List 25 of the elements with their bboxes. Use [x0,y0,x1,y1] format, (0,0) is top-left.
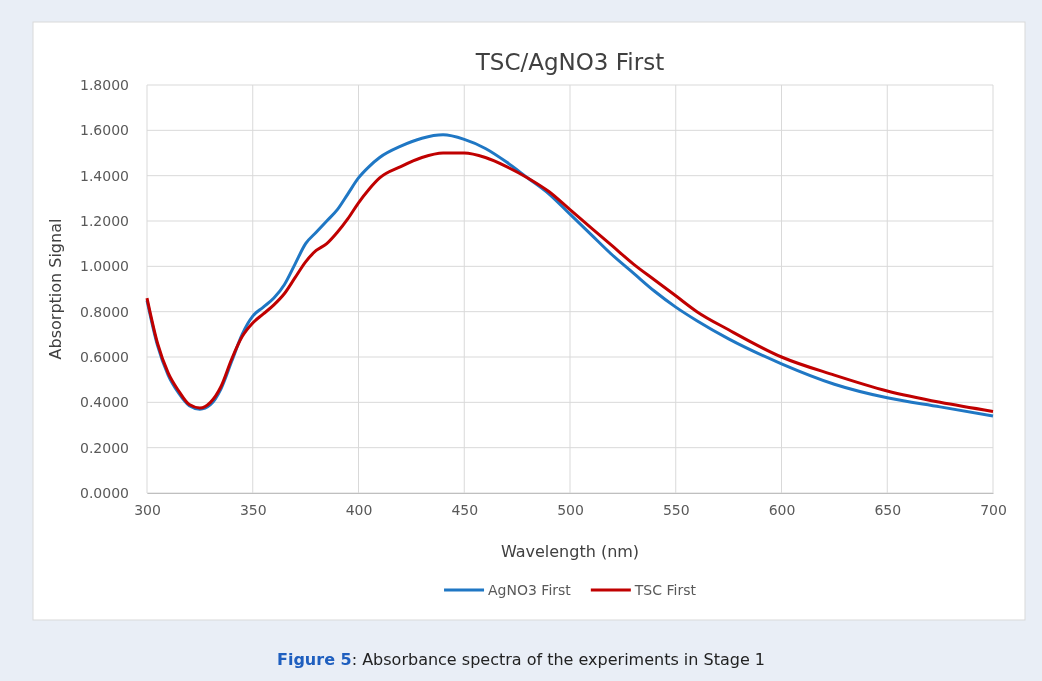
y-tick-label: 0.4000 [80,394,129,411]
x-tick-label: 650 [874,501,902,518]
x-tick-label: 600 [768,501,796,518]
x-tick-label: 700 [980,501,1007,518]
legend-label: TSC First [633,582,697,598]
x-tick-label: 450 [451,501,479,518]
x-tick-label: 300 [134,501,161,518]
x-tick-label: 400 [345,501,373,518]
y-tick-label: 0.8000 [80,303,129,320]
chart-title: TSC/AgNO3 First [474,49,665,75]
y-tick-label: 1.4000 [80,167,129,184]
y-tick-label: 0.0000 [80,484,129,501]
y-tick-label: 0.6000 [80,348,129,365]
y-axis-title: Absorption Signal [46,218,65,360]
x-axis-title: Wavelength (nm) [500,542,640,561]
caption: Figure 5: Absorbance spectra of the experiments in Stage 1 [276,650,766,669]
x-tick-label: 550 [662,501,690,518]
y-tick-label: 0.2000 [80,439,129,456]
legend-label: AgNO3 First [488,582,572,598]
x-tick-label: 350 [239,501,267,518]
y-tick-label: 1.8000 [80,76,129,93]
y-tick-label: 1.6000 [80,122,129,139]
x-tick-label: 500 [557,501,584,518]
y-tick-label: 1.0000 [80,258,129,275]
y-tick-label: 1.2000 [80,212,129,229]
